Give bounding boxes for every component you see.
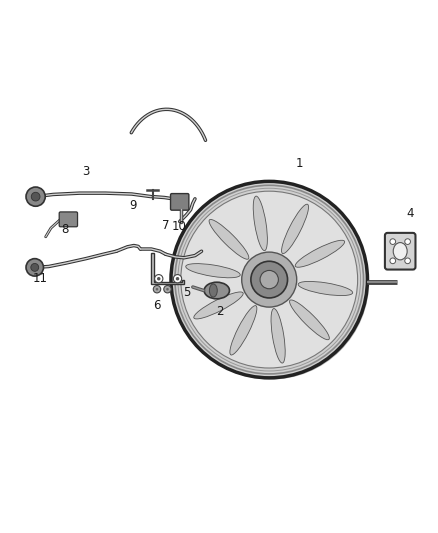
- Text: 3: 3: [82, 165, 89, 178]
- Circle shape: [155, 288, 158, 290]
- Polygon shape: [151, 253, 184, 284]
- Circle shape: [26, 259, 43, 276]
- Text: 7: 7: [162, 219, 170, 231]
- FancyBboxPatch shape: [385, 233, 416, 270]
- Ellipse shape: [271, 309, 285, 363]
- Circle shape: [251, 261, 288, 298]
- Text: 4: 4: [406, 207, 413, 220]
- Circle shape: [166, 288, 169, 290]
- Ellipse shape: [186, 264, 240, 278]
- Ellipse shape: [204, 282, 230, 299]
- Circle shape: [164, 286, 171, 293]
- Circle shape: [405, 239, 410, 245]
- Circle shape: [390, 258, 396, 264]
- Ellipse shape: [393, 243, 407, 260]
- Circle shape: [171, 181, 367, 378]
- Text: 11: 11: [32, 272, 47, 285]
- Circle shape: [260, 270, 279, 289]
- Ellipse shape: [298, 281, 353, 296]
- Circle shape: [405, 258, 410, 264]
- Text: 5: 5: [184, 286, 191, 299]
- Ellipse shape: [295, 240, 345, 267]
- Circle shape: [173, 183, 369, 379]
- Ellipse shape: [209, 284, 217, 297]
- Circle shape: [176, 277, 179, 280]
- FancyBboxPatch shape: [59, 212, 78, 227]
- Text: 1: 1: [296, 157, 304, 171]
- Text: 10: 10: [171, 220, 186, 233]
- Circle shape: [155, 274, 163, 283]
- Circle shape: [153, 286, 161, 293]
- Circle shape: [157, 277, 160, 280]
- Ellipse shape: [194, 292, 243, 319]
- Circle shape: [31, 263, 39, 271]
- Text: 6: 6: [153, 300, 161, 312]
- Text: 9: 9: [129, 199, 136, 212]
- Ellipse shape: [290, 300, 329, 340]
- Circle shape: [181, 191, 357, 368]
- Ellipse shape: [209, 220, 249, 259]
- Ellipse shape: [230, 305, 257, 355]
- Circle shape: [173, 274, 182, 283]
- Circle shape: [26, 187, 45, 206]
- Ellipse shape: [282, 204, 308, 254]
- Circle shape: [242, 252, 297, 307]
- Text: 8: 8: [62, 223, 69, 236]
- Circle shape: [31, 192, 40, 201]
- Circle shape: [390, 239, 396, 245]
- Ellipse shape: [253, 196, 267, 251]
- FancyBboxPatch shape: [170, 193, 189, 210]
- Text: 2: 2: [216, 305, 224, 318]
